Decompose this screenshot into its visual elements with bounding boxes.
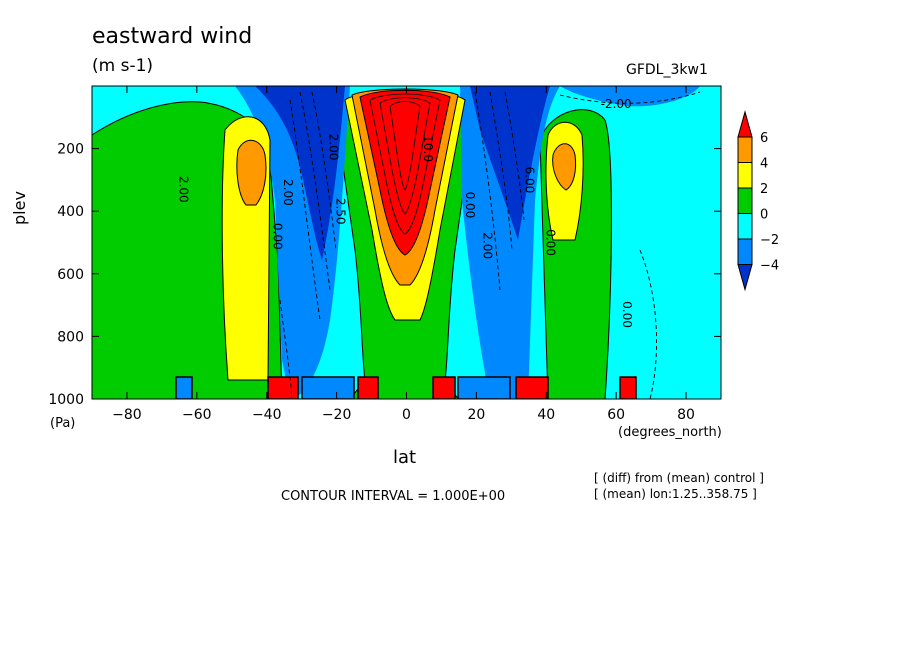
colorbar: 6 4 2 0 −2 −4 <box>737 110 779 292</box>
x-tick-label: −20 <box>322 407 352 423</box>
contour-label: 0.00 <box>271 223 285 250</box>
colorbar-segment <box>737 136 753 163</box>
fill-red <box>359 89 451 256</box>
mean-note: [ (mean) lon:1.25..358.75 ] <box>594 487 757 501</box>
y-tick-label: 800 <box>57 329 84 345</box>
x-tick-label: −80 <box>112 407 142 423</box>
x-tick-label: 60 <box>607 407 625 423</box>
colorbar-segment <box>737 213 753 240</box>
y-axis-units: (Pa) <box>50 416 76 431</box>
x-tick-label: −60 <box>182 407 212 423</box>
fill-lightblue <box>460 86 560 399</box>
surface-patches <box>175 376 637 399</box>
colorbar-segment <box>737 238 753 265</box>
chart-units: (m s-1) <box>92 56 154 76</box>
fill-lightblue <box>560 86 700 107</box>
contour-label: 0.00 <box>543 229 557 256</box>
colorbar-label: 6 <box>760 131 768 146</box>
contour-label: 2.00 <box>327 134 341 161</box>
x-axis-label: lat <box>393 447 417 468</box>
x-tick-label: 40 <box>537 407 555 423</box>
fill-orange <box>236 140 267 206</box>
colorbar-label: 2 <box>760 182 768 197</box>
colorbar-label: −4 <box>760 259 779 274</box>
x-axis-units: (degrees_north) <box>618 425 722 440</box>
x-tick-label: 20 <box>467 407 485 423</box>
fill-darkblue <box>470 86 550 240</box>
jet-contours <box>369 93 441 235</box>
dataset-label: GFDL_3kw1 <box>626 62 708 78</box>
colorbar-label: −2 <box>760 233 779 248</box>
contour-interval: CONTOUR INTERVAL = 1.000E+00 <box>281 489 506 504</box>
colorbar-segment <box>737 187 753 214</box>
colorbar-bottom-triangle <box>737 264 753 292</box>
y-tick-label: 600 <box>57 267 84 283</box>
contour-label: 0.00 <box>463 192 477 219</box>
fill-orange <box>552 143 577 191</box>
colorbar-label: 0 <box>760 208 768 223</box>
x-axis-ticks: −80 −60 −40 −20 0 20 40 60 80 <box>112 86 695 423</box>
contour-label: 0.00 <box>620 301 634 328</box>
contour-labels: 2.000.002.002.502.00 10.00.002.006.000.00… <box>176 97 634 328</box>
dashed-contours <box>279 91 701 399</box>
contour-label: 2.00 <box>480 232 494 259</box>
contour-label: 2.00 <box>281 179 295 206</box>
x-tick-label: −40 <box>252 407 282 423</box>
y-tick-label: 200 <box>57 142 84 158</box>
filled-contours <box>92 86 721 399</box>
contour-label: 6.00 <box>522 167 536 194</box>
diff-note: [ (diff) from (mean) control ] <box>594 471 764 485</box>
x-tick-label: 80 <box>677 407 695 423</box>
contour-label: 2.50 <box>334 198 348 225</box>
colorbar-segment <box>737 162 753 189</box>
y-tick-label: 1000 <box>48 392 84 408</box>
colorbar-label: 4 <box>760 157 768 172</box>
y-tick-label: 400 <box>57 204 84 220</box>
contour-label: 2.00 <box>176 176 190 203</box>
fill-darkblue <box>255 86 345 260</box>
contour-label: 10.0 <box>421 135 435 162</box>
y-axis-ticks: 200 400 600 800 1000 <box>48 142 721 408</box>
colorbar-top-triangle <box>737 110 753 138</box>
chart-title: eastward wind <box>92 24 253 49</box>
x-tick-label: 0 <box>402 407 411 423</box>
contour-label: -2.00 <box>601 97 632 111</box>
